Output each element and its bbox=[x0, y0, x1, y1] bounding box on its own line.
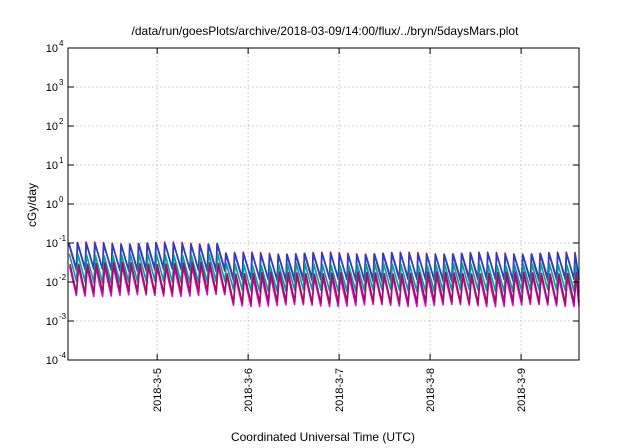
y-tick-base: 10 bbox=[46, 160, 58, 172]
x-tick-label: 2018-3-7 bbox=[334, 368, 346, 412]
x-tick-label: 2018-3-5 bbox=[152, 368, 164, 412]
y-tick-label: 10 -4 bbox=[46, 351, 67, 367]
y-tick-base: 10 bbox=[46, 43, 58, 55]
y-tick-base: 10 bbox=[46, 238, 58, 250]
y-tick-base: 10 bbox=[46, 199, 58, 211]
y-tick-base: 10 bbox=[46, 277, 58, 289]
y-tick-exponent: 4 bbox=[59, 39, 64, 48]
y-tick-base: 10 bbox=[46, 355, 58, 367]
y-tick-exponent: -4 bbox=[59, 351, 67, 360]
y-tick-label: 10 1 bbox=[46, 156, 64, 172]
y-tick-label: 10 3 bbox=[46, 78, 64, 94]
y-tick-exponent: 2 bbox=[59, 117, 64, 126]
y-tick-label: 10 0 bbox=[46, 195, 64, 211]
y-tick-exponent: -3 bbox=[59, 312, 67, 321]
y-tick-label: 10 -2 bbox=[46, 273, 67, 289]
y-tick-exponent: 1 bbox=[59, 156, 64, 165]
series-line-5 bbox=[69, 261, 580, 305]
y-tick-exponent: 0 bbox=[59, 195, 64, 204]
x-axis: 2018-3-5 2018-3-6 2018-3-7 2018-3-8 2018-3-9 bbox=[152, 48, 528, 412]
x-tick-label: 2018-3-6 bbox=[243, 368, 255, 412]
y-tick-label: 10 -3 bbox=[46, 312, 67, 328]
y-tick-label: 10 -1 bbox=[46, 234, 67, 250]
x-axis-label: Coordinated Universal Time (UTC) bbox=[231, 430, 415, 444]
y-tick-base: 10 bbox=[46, 121, 58, 133]
series-line-2 bbox=[68, 242, 580, 281]
x-tick-label: 2018-3-9 bbox=[516, 368, 528, 412]
series-line-3 bbox=[68, 253, 580, 293]
grid-lines bbox=[68, 48, 579, 360]
x-tick-label: 2018-3-8 bbox=[425, 368, 437, 412]
chart-title: /data/run/goesPlots/archive/2018-03-09/1… bbox=[132, 24, 520, 38]
series-layer bbox=[67, 241, 580, 308]
y-tick-exponent: -2 bbox=[59, 273, 67, 282]
y-tick-label: 10 2 bbox=[46, 117, 64, 133]
y-tick-base: 10 bbox=[46, 316, 58, 328]
y-tick-base: 10 bbox=[46, 82, 58, 94]
y-tick-exponent: -1 bbox=[59, 234, 67, 243]
y-axis-label: cGy/day bbox=[25, 183, 39, 227]
y-tick-exponent: 3 bbox=[59, 78, 64, 87]
y-tick-label: 10 4 bbox=[46, 39, 64, 55]
